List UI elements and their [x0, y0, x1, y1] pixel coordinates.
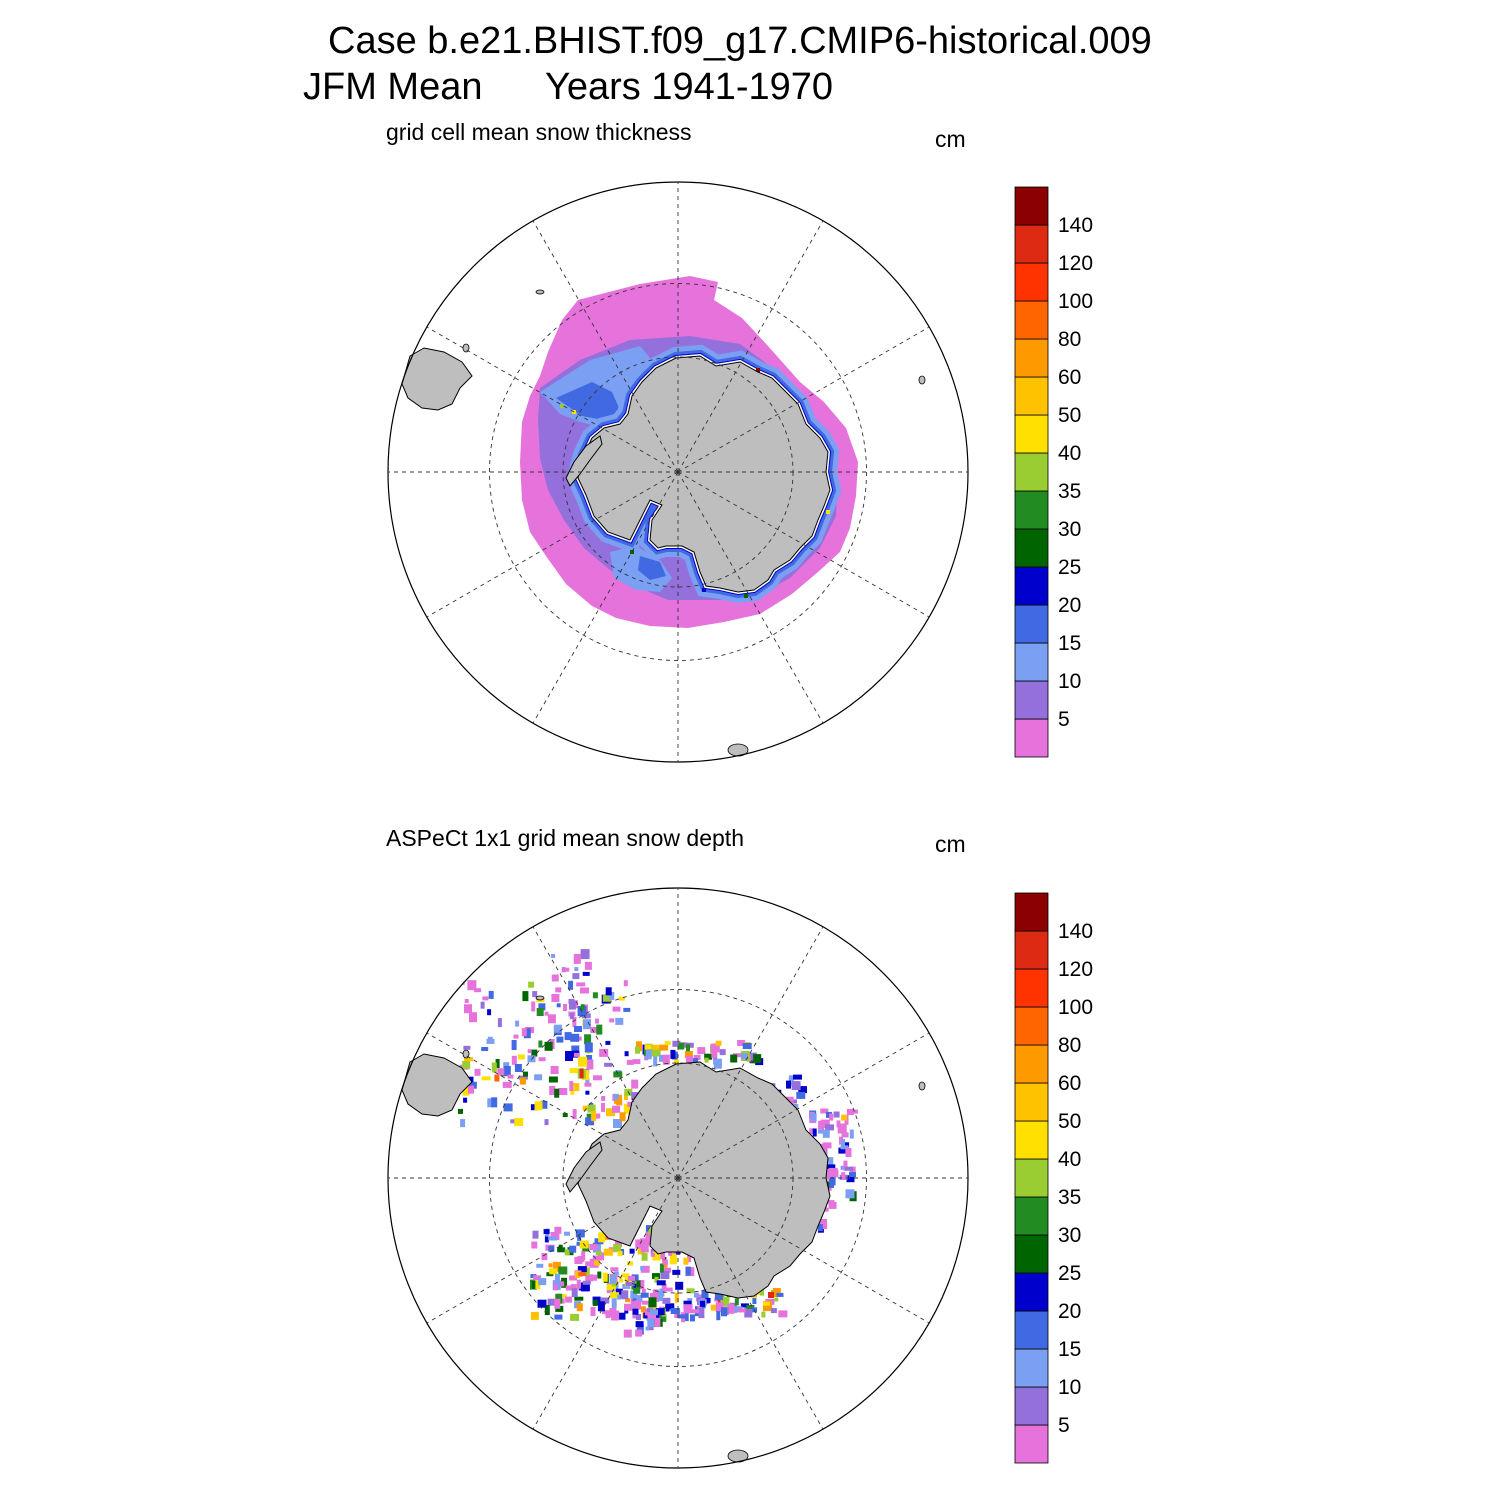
- colorbar-tick-label: 50: [1058, 404, 1081, 427]
- panel-2-title: ASPeCt 1x1 grid mean snow depth: [386, 825, 744, 851]
- colorbar-tick-label: 60: [1058, 1072, 1081, 1095]
- colorbar-tick-label: 35: [1058, 1186, 1081, 1209]
- island-kerguelen: [918, 375, 926, 385]
- colorbar-bin: [1014, 528, 1049, 568]
- polar-map-model: [387, 181, 969, 763]
- colorbar-tick-label: 40: [1058, 442, 1081, 465]
- colorbar-bin: [1014, 338, 1049, 378]
- panel-1-title: grid cell mean snow thickness: [386, 119, 692, 145]
- colorbar-tick-label: 20: [1058, 1300, 1081, 1323]
- colorbar-tick-label: 15: [1058, 632, 1081, 655]
- colorbar-bin: [1014, 262, 1049, 302]
- colorbar-bin: [1014, 1310, 1049, 1350]
- colorbar-bin: [1014, 414, 1049, 454]
- colorbar-tick-label: 10: [1058, 1376, 1081, 1399]
- colorbar-bin: [1014, 376, 1049, 416]
- colorbar-bin: [1014, 718, 1049, 758]
- island-south-georgia: [535, 995, 545, 1001]
- colorbar-observations: 5 10 15 20 25 30 35 40 50 60 80 100 120 140: [1014, 892, 1093, 1464]
- colorbar-tick-label: 100: [1058, 290, 1093, 313]
- colorbar-tick-label: 100: [1058, 996, 1093, 1019]
- figure-title-season: JFM Mean: [303, 66, 483, 108]
- colorbar-bin: [1014, 642, 1049, 682]
- colorbar-bin: [1014, 566, 1049, 606]
- colorbar-bin: [1014, 1424, 1049, 1464]
- colorbar-tick-label: 40: [1058, 1148, 1081, 1171]
- colorbar-tick-label: 35: [1058, 480, 1081, 503]
- colorbar-tick-label: 15: [1058, 1338, 1081, 1361]
- colorbar-bin: [1014, 892, 1049, 932]
- colorbar-tick-label: 80: [1058, 1034, 1081, 1057]
- colorbar-tick-label: 25: [1058, 556, 1081, 579]
- figure-title-line1: Case b.e21.BHIST.f09_g17.CMIP6-historica…: [328, 20, 1152, 62]
- colorbar-tick-label: 60: [1058, 366, 1081, 389]
- colorbar-bin: [1014, 1196, 1049, 1236]
- colorbar-bin: [1014, 452, 1049, 492]
- colorbar-tick-label: 120: [1058, 958, 1093, 981]
- colorbar-tick-label: 50: [1058, 1110, 1081, 1133]
- panel-1-units: cm: [935, 126, 966, 152]
- antarctic-peninsula: [565, 435, 603, 487]
- figure-title-years: Years 1941-1970: [545, 66, 834, 108]
- panel-2-units: cm: [935, 831, 966, 857]
- south-america-landmass: [401, 1053, 473, 1117]
- colorbar-bin: [1014, 968, 1049, 1008]
- colorbar-bin: [1014, 1348, 1049, 1388]
- south-america-landmass: [401, 347, 473, 411]
- colorbar-bin: [1014, 1386, 1049, 1426]
- colorbar-tick-label: 140: [1058, 214, 1093, 237]
- colorbar-bin: [1014, 1234, 1049, 1274]
- polar-map-observations: [387, 887, 969, 1469]
- colorbar-tick-label: 30: [1058, 518, 1081, 541]
- colorbar-bin: [1014, 680, 1049, 720]
- colorbar-bin: [1014, 1272, 1049, 1312]
- colorbar-bin: [1014, 1082, 1049, 1122]
- colorbar-tick-label: 5: [1058, 708, 1070, 731]
- colorbar-bin: [1014, 224, 1049, 264]
- colorbar-bin: [1014, 1044, 1049, 1084]
- colorbar-bin: [1014, 604, 1049, 644]
- colorbar-bin: [1014, 300, 1049, 340]
- island-kerguelen: [918, 1081, 926, 1091]
- graticule: [388, 182, 968, 762]
- antarctic-peninsula: [565, 1141, 603, 1193]
- colorbar-tick-label: 140: [1058, 920, 1093, 943]
- colorbar-tick-label: 120: [1058, 252, 1093, 275]
- colorbar-tick-label: 25: [1058, 1262, 1081, 1285]
- colorbar-tick-label: 80: [1058, 328, 1081, 351]
- graticule: [388, 888, 968, 1468]
- colorbar-bin: [1014, 1120, 1049, 1160]
- colorbar-bin: [1014, 1006, 1049, 1046]
- colorbar-tick-label: 30: [1058, 1224, 1081, 1247]
- colorbar-tick-label: 10: [1058, 670, 1081, 693]
- colorbar-tick-label: 20: [1058, 594, 1081, 617]
- colorbar-bin: [1014, 930, 1049, 970]
- colorbar-bin: [1014, 186, 1049, 226]
- colorbar-model: 5 10 15 20 25 30 35 40 50 60 80 100 120 140: [1014, 186, 1093, 758]
- colorbar-bin: [1014, 1158, 1049, 1198]
- island-south-georgia: [535, 289, 545, 295]
- colorbar-tick-label: 5: [1058, 1414, 1070, 1437]
- colorbar-bin: [1014, 490, 1049, 530]
